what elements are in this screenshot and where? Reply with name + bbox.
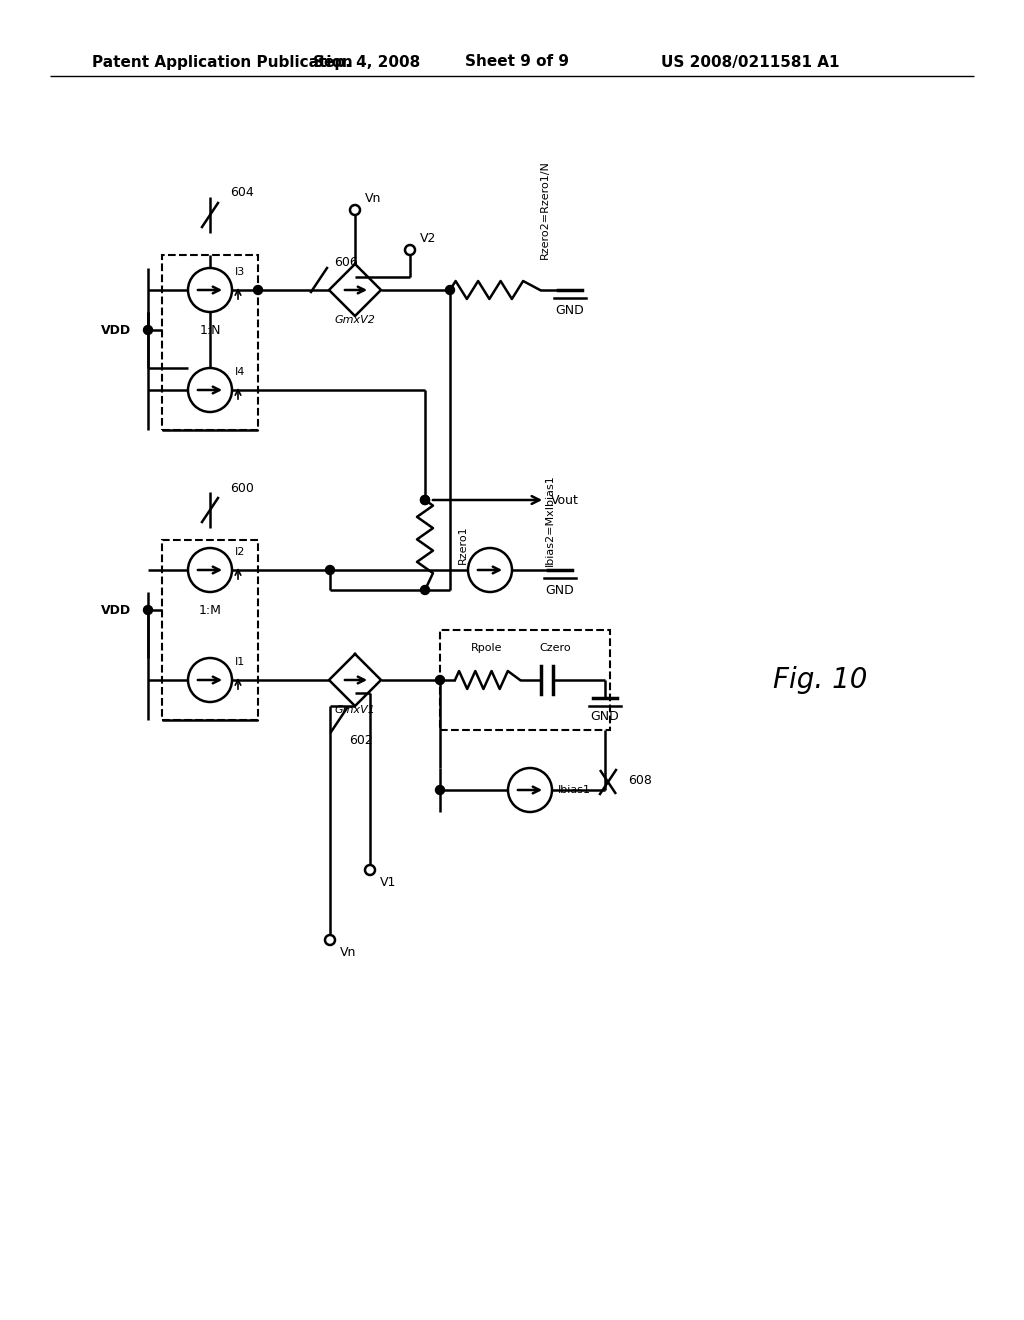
Circle shape (143, 606, 153, 615)
Text: Sheet 9 of 9: Sheet 9 of 9 (465, 54, 569, 70)
Text: VDD: VDD (101, 603, 131, 616)
Circle shape (326, 565, 335, 574)
Circle shape (254, 285, 262, 294)
Text: I2: I2 (234, 546, 245, 557)
Text: 1:M: 1:M (199, 603, 221, 616)
Text: Czero: Czero (540, 643, 570, 653)
Text: US 2008/0211581 A1: US 2008/0211581 A1 (660, 54, 840, 70)
Text: Patent Application Publication: Patent Application Publication (92, 54, 352, 70)
Text: 600: 600 (230, 482, 254, 495)
Text: I1: I1 (234, 657, 245, 667)
Text: Ibias1: Ibias1 (558, 785, 591, 795)
Text: GmxV1: GmxV1 (335, 705, 376, 715)
Text: 608: 608 (628, 774, 652, 787)
Text: Rzero2=Rzero1/N: Rzero2=Rzero1/N (540, 161, 550, 260)
Text: Vout: Vout (551, 494, 579, 507)
Text: V2: V2 (420, 231, 436, 244)
Circle shape (435, 676, 444, 685)
Text: V1: V1 (380, 875, 396, 888)
Text: GND: GND (546, 583, 574, 597)
Text: I4: I4 (234, 367, 245, 378)
Circle shape (435, 785, 444, 795)
Text: Rpole: Rpole (471, 643, 503, 653)
Circle shape (421, 495, 429, 504)
Text: 602: 602 (349, 734, 373, 747)
Text: Ibias2=MxIbias1: Ibias2=MxIbias1 (545, 474, 555, 566)
Text: GmxV2: GmxV2 (335, 315, 376, 325)
Text: Rzero1: Rzero1 (458, 525, 468, 565)
Text: Fig. 10: Fig. 10 (773, 667, 867, 694)
Text: GND: GND (556, 304, 585, 317)
Circle shape (143, 326, 153, 334)
Text: I3: I3 (234, 267, 245, 277)
Text: VDD: VDD (101, 323, 131, 337)
Text: Vn: Vn (365, 191, 381, 205)
Text: Sep. 4, 2008: Sep. 4, 2008 (313, 54, 421, 70)
Text: 1:N: 1:N (200, 323, 221, 337)
Circle shape (421, 586, 429, 594)
Text: 604: 604 (230, 186, 254, 199)
Text: 606: 606 (334, 256, 357, 268)
Circle shape (421, 495, 429, 504)
Text: Vn: Vn (340, 945, 356, 958)
Text: GND: GND (591, 710, 620, 722)
Circle shape (445, 285, 455, 294)
